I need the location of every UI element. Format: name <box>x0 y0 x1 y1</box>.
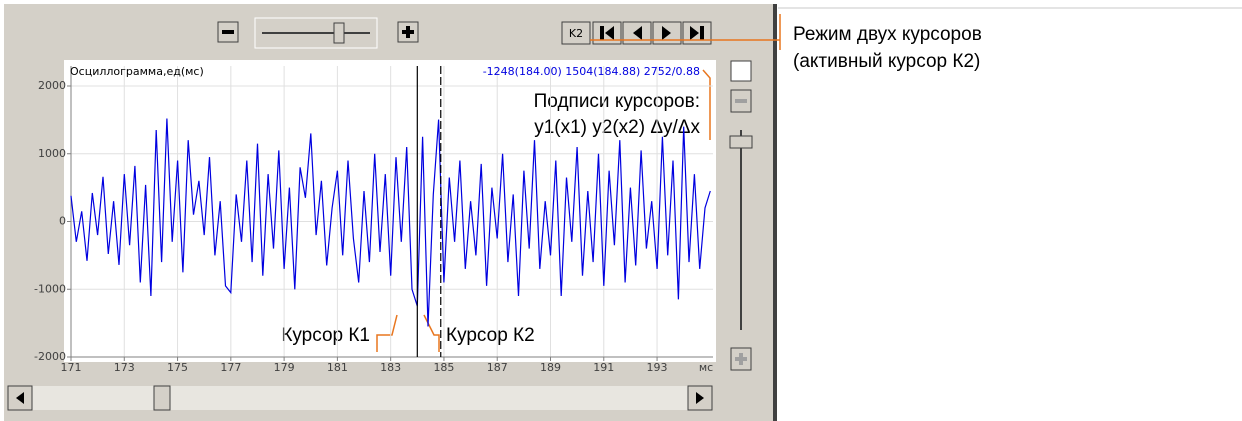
x-tick-label: 185 <box>433 361 454 374</box>
right-icon <box>696 392 704 404</box>
x-tick-label: 191 <box>593 361 614 374</box>
x-tick-label: 187 <box>487 361 508 374</box>
plus-icon <box>739 353 743 365</box>
y-tick-label: -1000 <box>34 282 66 295</box>
x-tick-label: 171 <box>61 361 82 374</box>
trace <box>70 118 711 327</box>
mode-button[interactable] <box>561 21 591 45</box>
plus-icon <box>406 26 410 38</box>
cursor1-callout <box>376 314 398 352</box>
chart-title: Осциллограмма,ед(мс) <box>70 65 204 78</box>
y-tick-label: 1000 <box>38 147 66 160</box>
cursor2-callout <box>423 314 440 352</box>
scrollbar[interactable] <box>8 386 712 410</box>
y-tick-label: 0 <box>59 215 66 228</box>
mode-button-label: K2 <box>569 27 583 40</box>
scroll-thumb[interactable] <box>153 385 171 411</box>
x-tick-label: 175 <box>167 361 188 374</box>
scroll-right[interactable] <box>687 385 713 411</box>
labels-callout <box>702 69 711 140</box>
checkbox[interactable] <box>730 60 752 82</box>
first-icon <box>600 26 614 40</box>
mode-callout <box>590 14 781 50</box>
x-tick-label: 179 <box>274 361 295 374</box>
cursor2-label: Курсор К2 <box>446 325 535 346</box>
prev-icon <box>633 26 642 40</box>
mode-note: (активный курсор К2) <box>793 51 980 72</box>
x-tick-label: 183 <box>380 361 401 374</box>
slider-thumb[interactable] <box>333 22 345 44</box>
next-icon <box>662 26 671 40</box>
x-tick-label: 193 <box>647 361 668 374</box>
labels-format: y1(x1) y2(x2) Δy/Δx <box>534 117 700 138</box>
cursor-readout: -1248(184.00) 1504(184.88) 2752/0.88 <box>483 65 700 78</box>
minus-icon <box>222 30 234 34</box>
labels-title: Подписи курсоров: <box>534 91 700 112</box>
y-tick-label: 2000 <box>38 79 66 92</box>
minus-icon <box>735 99 747 103</box>
x-tick-label: 189 <box>540 361 561 374</box>
mode-title: Режим двух курсоров <box>793 24 982 45</box>
cursor1-label: Курсор К1 <box>281 325 370 346</box>
x-tick-label: 173 <box>114 361 135 374</box>
x-unit: мс <box>699 361 713 374</box>
x-tick-label: 177 <box>220 361 241 374</box>
left-icon <box>16 392 24 404</box>
widget-border <box>773 4 777 421</box>
y-slider-thumb[interactable] <box>729 135 753 149</box>
x-tick-label: 181 <box>327 361 348 374</box>
y-tick-label: -2000 <box>34 350 66 363</box>
last-icon <box>690 26 704 40</box>
